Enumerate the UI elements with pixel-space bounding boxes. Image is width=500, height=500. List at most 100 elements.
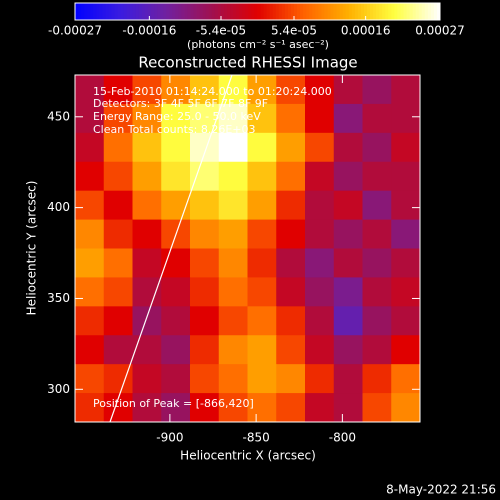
heat-cell	[218, 219, 248, 249]
y-tick-label: 450	[47, 109, 70, 123]
heat-cell	[132, 364, 162, 394]
heat-cell	[218, 132, 248, 163]
colorbar-swatch	[415, 3, 420, 20]
colorbar-swatch	[409, 3, 414, 20]
colorbar-swatch	[303, 3, 307, 20]
heat-cell	[247, 103, 277, 134]
heat-cell	[305, 277, 335, 307]
colorbar-swatch	[297, 3, 301, 20]
heat-cell	[276, 161, 306, 192]
heat-cell	[103, 277, 133, 307]
plot-frame	[74, 74, 421, 423]
heat-cell	[75, 75, 105, 105]
heat-cell	[276, 132, 306, 163]
colorbar-swatch	[430, 3, 435, 20]
heat-cell	[161, 277, 191, 307]
heat-cell	[161, 364, 191, 394]
heat-cell	[305, 190, 335, 221]
heat-cell	[75, 393, 105, 423]
colorbar-tick-label: 5.4e-05	[271, 24, 317, 38]
colorbar-swatch	[309, 3, 313, 20]
colorbar-swatch	[205, 3, 210, 20]
colorbar-swatch	[208, 3, 213, 20]
heat-cell	[305, 219, 335, 249]
heat-cell	[362, 248, 392, 278]
colorbar-swatch	[93, 3, 97, 20]
x-tick-label: -850	[243, 431, 270, 445]
heat-cell	[276, 248, 306, 278]
colorbar-swatch	[330, 3, 335, 20]
heat-cell	[103, 335, 133, 365]
heat-cell	[333, 219, 363, 249]
heat-cell	[218, 103, 248, 134]
colorbar-swatch	[99, 3, 103, 20]
colorbar-swatch	[157, 3, 161, 20]
heat-cell	[103, 132, 133, 163]
footer-date: 8-May-2022 21:56	[386, 483, 496, 497]
colorbar-swatch	[300, 3, 304, 20]
heat-cell	[305, 248, 335, 278]
colorbar-swatch	[278, 3, 283, 20]
colorbar-swatch	[108, 3, 112, 20]
heat-cell	[132, 306, 162, 336]
heat-cell	[362, 364, 392, 394]
colorbar-swatch	[227, 3, 231, 20]
colorbar-swatch	[403, 3, 408, 20]
colorbar-swatch	[324, 3, 328, 20]
heat-cell	[132, 277, 162, 307]
heat-cell	[190, 190, 220, 221]
heat-cell	[161, 393, 191, 423]
heat-cell	[362, 132, 392, 163]
heat-cell	[305, 335, 335, 365]
heat-cell	[218, 161, 248, 192]
colorbar-swatch	[90, 3, 94, 20]
colorbar-swatch	[84, 3, 88, 20]
y-tick-label: 300	[47, 382, 70, 396]
heat-cell	[161, 306, 191, 336]
heat-cell	[132, 75, 162, 105]
heat-cell	[391, 393, 421, 423]
colorbar-swatch	[184, 3, 189, 20]
colorbar-swatch	[269, 3, 274, 20]
heat-cell	[333, 306, 363, 336]
heat-cell	[362, 335, 392, 365]
colorbar-swatch	[193, 3, 198, 20]
heat-cell	[75, 248, 105, 278]
heat-cell	[391, 335, 421, 365]
colorbar-swatch	[160, 3, 164, 20]
colorbar-tick-label: -0.00016	[122, 24, 176, 38]
heat-cell	[391, 219, 421, 249]
colorbar-swatch	[148, 3, 152, 20]
annotation: Detectors: 3F 4F 5F 6F 7F 8F 9F	[93, 97, 268, 110]
heat-cell	[362, 190, 392, 221]
heat-cell	[362, 306, 392, 336]
colorbar-swatch	[166, 3, 170, 20]
colorbar-swatch	[315, 3, 319, 20]
heat-cell	[333, 103, 363, 134]
colorbar-swatch	[81, 3, 85, 20]
heat-cell	[305, 364, 335, 394]
colorbar-swatch	[436, 3, 441, 20]
colorbar-swatch	[333, 3, 338, 20]
heat-cell	[190, 219, 220, 249]
heat-cell	[276, 219, 306, 249]
colorbar-swatch	[87, 3, 91, 20]
colorbar-swatch	[424, 3, 429, 20]
colorbar-swatch	[260, 3, 265, 20]
heat-cell	[247, 132, 277, 163]
colorbar-swatch	[327, 3, 331, 20]
colorbar-swatch	[318, 3, 322, 20]
heat-cell	[218, 190, 248, 221]
colorbar-swatch	[230, 3, 234, 20]
heat-cell	[103, 219, 133, 249]
heat-cell	[391, 103, 421, 134]
colorbar-swatch	[117, 3, 122, 20]
y-tick-label: 400	[47, 200, 70, 214]
heat-cell	[75, 219, 105, 249]
heat-cell	[132, 219, 162, 249]
colorbar-tick-label: 0.00027	[415, 24, 465, 38]
colorbar-swatch	[114, 3, 119, 20]
annotation: Energy Range: 25.0 - 50.0 keV	[93, 110, 261, 123]
colorbar-swatch	[421, 3, 426, 20]
